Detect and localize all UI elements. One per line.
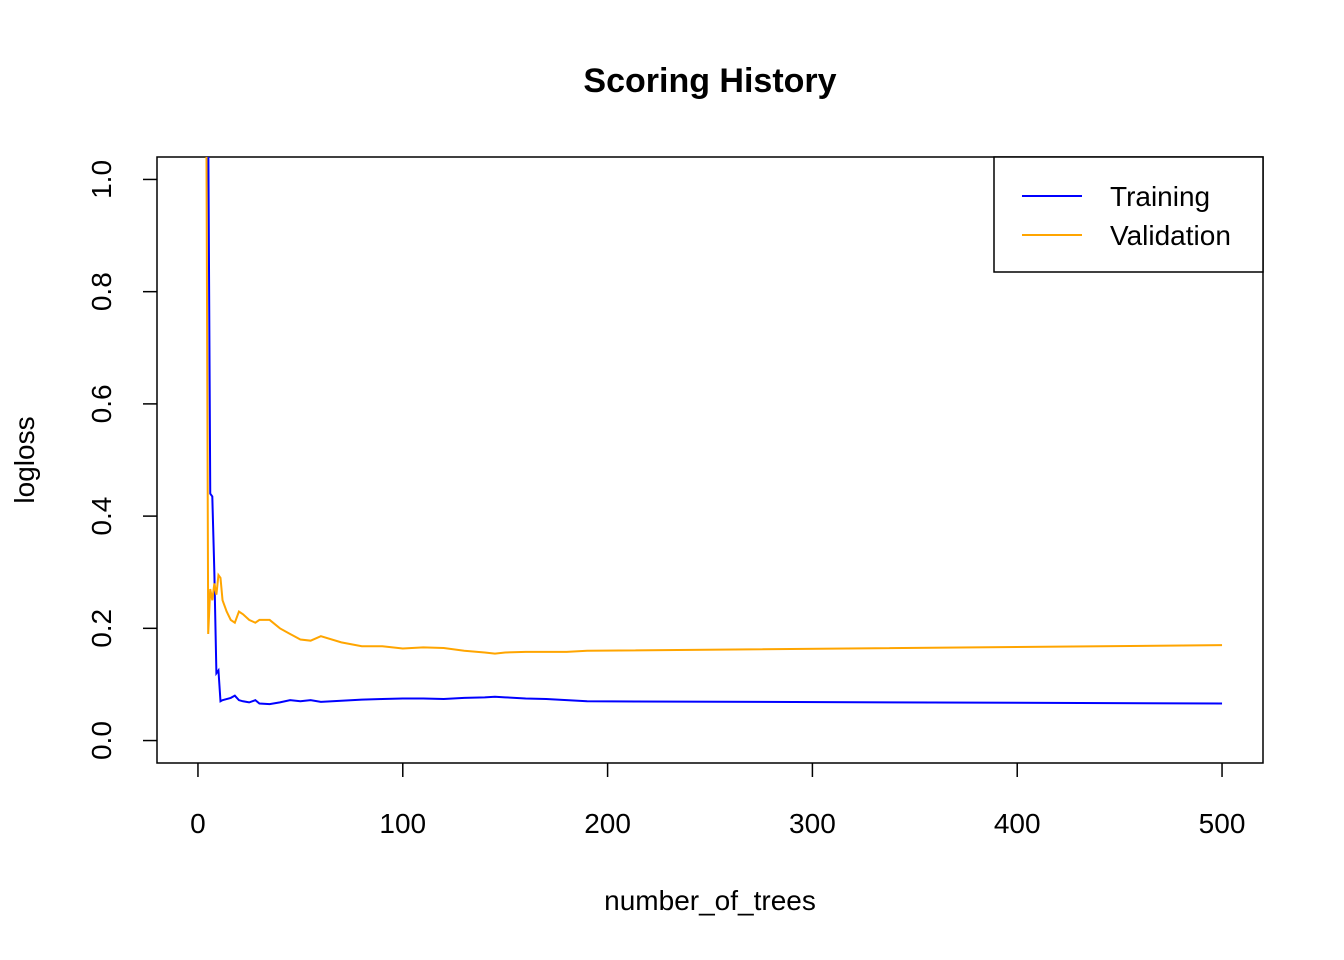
x-tick-label: 400 — [994, 808, 1041, 839]
x-tick-label: 300 — [789, 808, 836, 839]
data-line — [207, 157, 1223, 706]
legend-label: Validation — [1110, 220, 1231, 251]
x-tick-label: 100 — [379, 808, 426, 839]
x-axis-label: number_of_trees — [604, 885, 816, 916]
x-tick-label: 200 — [584, 808, 631, 839]
y-tick-label: 0.4 — [86, 497, 117, 536]
chart-title: Scoring History — [583, 62, 836, 100]
data-line — [205, 157, 1223, 655]
legend-label: Training — [1110, 181, 1210, 212]
y-tick-label: 0.2 — [86, 609, 117, 648]
x-tick-label: 500 — [1199, 808, 1246, 839]
y-tick-label: 0.0 — [86, 721, 117, 760]
plot-area — [205, 157, 1223, 706]
y-axis-label: logloss — [9, 416, 40, 503]
y-tick-label: 1.0 — [86, 160, 117, 199]
y-tick-label: 0.8 — [86, 272, 117, 311]
plot-frame — [156, 156, 1264, 764]
x-tick-label: 0 — [190, 808, 206, 839]
y-tick-label: 0.6 — [86, 384, 117, 423]
legend-box — [993, 156, 1264, 273]
